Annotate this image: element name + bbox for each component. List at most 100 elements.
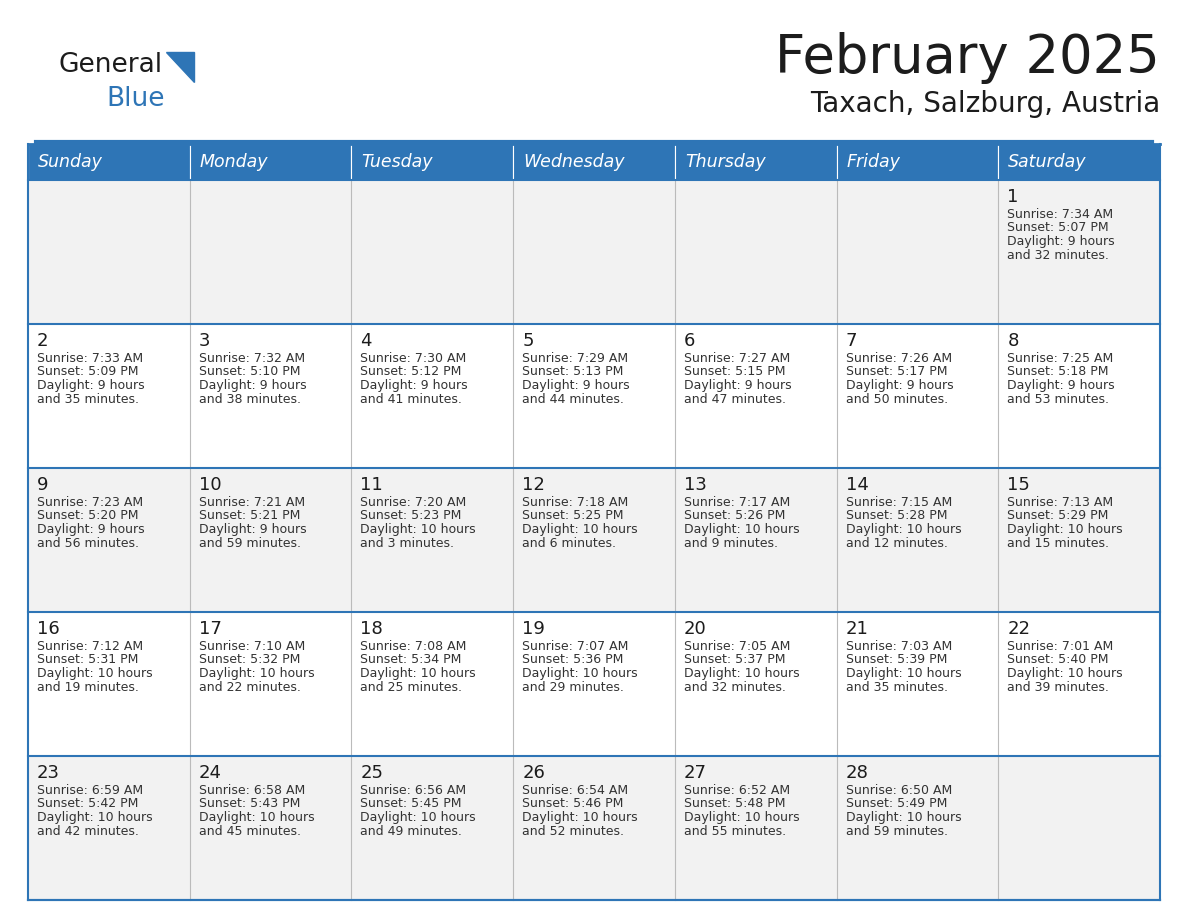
Text: Daylight: 10 hours: Daylight: 10 hours [846,523,961,536]
Bar [836,324,998,468]
Text: 19: 19 [523,620,545,638]
Text: 7: 7 [846,332,857,350]
Text: and 59 minutes.: and 59 minutes. [198,537,301,551]
Text: Sunset: 5:28 PM: Sunset: 5:28 PM [846,509,947,522]
Text: Sunrise: 7:27 AM: Sunrise: 7:27 AM [684,352,790,364]
Text: Sunset: 5:20 PM: Sunset: 5:20 PM [37,509,139,522]
Text: 25: 25 [360,764,384,782]
Text: 5: 5 [523,332,533,350]
Text: Daylight: 10 hours: Daylight: 10 hours [523,523,638,536]
Text: and 59 minutes.: and 59 minutes. [846,825,948,838]
Text: 3: 3 [198,332,210,350]
Text: Sunrise: 7:23 AM: Sunrise: 7:23 AM [37,496,143,509]
Text: and 25 minutes.: and 25 minutes. [360,681,462,694]
Text: General: General [58,52,162,78]
Text: Sunrise: 7:29 AM: Sunrise: 7:29 AM [523,352,628,364]
Text: Friday: Friday [847,153,901,171]
Text: Daylight: 10 hours: Daylight: 10 hours [684,523,800,536]
Text: Daylight: 10 hours: Daylight: 10 hours [684,812,800,824]
Bar [675,324,836,468]
Text: Sunrise: 7:03 AM: Sunrise: 7:03 AM [846,640,952,653]
Text: Sunrise: 6:59 AM: Sunrise: 6:59 AM [37,783,143,797]
Text: 1: 1 [1007,188,1018,206]
Text: Sunrise: 7:01 AM: Sunrise: 7:01 AM [1007,640,1113,653]
Text: Sunrise: 6:56 AM: Sunrise: 6:56 AM [360,783,467,797]
Text: February 2025: February 2025 [776,32,1159,84]
Text: Sunset: 5:39 PM: Sunset: 5:39 PM [846,654,947,666]
Text: Daylight: 9 hours: Daylight: 9 hours [523,379,630,392]
Text: 23: 23 [37,764,61,782]
Bar [998,324,1159,468]
Bar [29,180,190,324]
Text: Sunrise: 7:10 AM: Sunrise: 7:10 AM [198,640,305,653]
Bar [998,180,1159,324]
Text: Sunrise: 7:08 AM: Sunrise: 7:08 AM [360,640,467,653]
Text: Daylight: 9 hours: Daylight: 9 hours [37,523,145,536]
Text: Sunset: 5:18 PM: Sunset: 5:18 PM [1007,365,1108,378]
Text: Sunrise: 7:12 AM: Sunrise: 7:12 AM [37,640,143,653]
Text: and 53 minutes.: and 53 minutes. [1007,393,1110,407]
Text: and 9 minutes.: and 9 minutes. [684,537,778,551]
Text: 27: 27 [684,764,707,782]
Bar [513,324,675,468]
Text: Sunrise: 6:54 AM: Sunrise: 6:54 AM [523,783,628,797]
Bar [513,180,675,324]
Text: Sunset: 5:32 PM: Sunset: 5:32 PM [198,654,301,666]
Bar [352,144,513,180]
Text: Taxach, Salzburg, Austria: Taxach, Salzburg, Austria [810,90,1159,118]
Text: and 38 minutes.: and 38 minutes. [198,393,301,407]
Bar [190,144,352,180]
Text: Sunrise: 6:52 AM: Sunrise: 6:52 AM [684,783,790,797]
Bar [998,144,1159,180]
Bar [998,612,1159,756]
Text: Daylight: 10 hours: Daylight: 10 hours [846,812,961,824]
Text: Daylight: 10 hours: Daylight: 10 hours [360,667,476,680]
Text: Sunset: 5:26 PM: Sunset: 5:26 PM [684,509,785,522]
Bar [29,468,190,612]
Bar [352,324,513,468]
Text: Daylight: 10 hours: Daylight: 10 hours [523,667,638,680]
Bar [190,612,352,756]
Text: Sunrise: 7:34 AM: Sunrise: 7:34 AM [1007,207,1113,220]
Text: Daylight: 9 hours: Daylight: 9 hours [1007,379,1114,392]
Text: 26: 26 [523,764,545,782]
Text: Daylight: 10 hours: Daylight: 10 hours [684,667,800,680]
Text: 22: 22 [1007,620,1030,638]
Text: Sunset: 5:21 PM: Sunset: 5:21 PM [198,509,301,522]
Text: Sunset: 5:49 PM: Sunset: 5:49 PM [846,798,947,811]
Text: Daylight: 10 hours: Daylight: 10 hours [37,667,152,680]
Text: and 42 minutes.: and 42 minutes. [37,825,139,838]
Text: Sunrise: 6:50 AM: Sunrise: 6:50 AM [846,783,952,797]
Text: 28: 28 [846,764,868,782]
Text: Sunset: 5:40 PM: Sunset: 5:40 PM [1007,654,1108,666]
Text: Sunrise: 7:17 AM: Sunrise: 7:17 AM [684,496,790,509]
Text: 11: 11 [360,476,384,494]
Text: Daylight: 9 hours: Daylight: 9 hours [684,379,791,392]
Text: Sunrise: 7:25 AM: Sunrise: 7:25 AM [1007,352,1113,364]
Text: Sunset: 5:12 PM: Sunset: 5:12 PM [360,365,462,378]
Text: Sunset: 5:25 PM: Sunset: 5:25 PM [523,509,624,522]
Text: and 56 minutes.: and 56 minutes. [37,537,139,551]
Text: Thursday: Thursday [684,153,765,171]
Bar [513,468,675,612]
Text: Daylight: 10 hours: Daylight: 10 hours [360,523,476,536]
Text: Daylight: 10 hours: Daylight: 10 hours [1007,523,1123,536]
Text: Sunrise: 7:32 AM: Sunrise: 7:32 AM [198,352,305,364]
Text: Sunrise: 7:15 AM: Sunrise: 7:15 AM [846,496,952,509]
Bar [352,468,513,612]
Text: and 44 minutes.: and 44 minutes. [523,393,624,407]
Text: Sunset: 5:36 PM: Sunset: 5:36 PM [523,654,624,666]
Text: and 29 minutes.: and 29 minutes. [523,681,624,694]
Text: Daylight: 9 hours: Daylight: 9 hours [846,379,953,392]
Text: Sunrise: 6:58 AM: Sunrise: 6:58 AM [198,783,305,797]
Bar [190,324,352,468]
Bar [675,468,836,612]
Text: Wednesday: Wednesday [523,153,625,171]
Text: and 22 minutes.: and 22 minutes. [198,681,301,694]
Bar [352,756,513,900]
Bar [675,144,836,180]
Text: 12: 12 [523,476,545,494]
Bar [190,468,352,612]
Text: Sunrise: 7:26 AM: Sunrise: 7:26 AM [846,352,952,364]
Text: 17: 17 [198,620,222,638]
